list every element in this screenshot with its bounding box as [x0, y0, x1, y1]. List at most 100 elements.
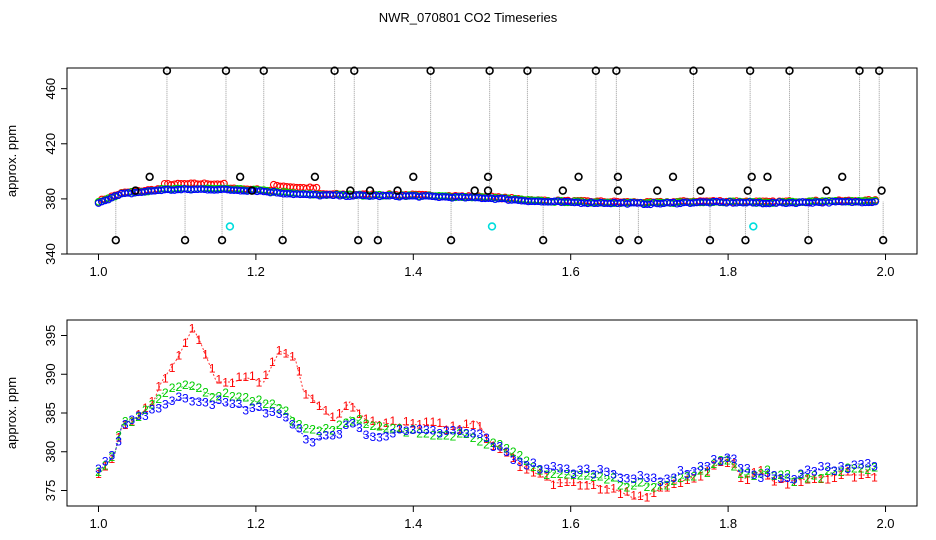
series-2-point: 2	[697, 464, 704, 478]
series-2-point: 2	[396, 422, 403, 436]
series-2-point: 2	[175, 380, 182, 394]
series-1-point: 1	[269, 355, 276, 369]
high-outlier-point	[591, 66, 601, 75]
series-3-point: 3	[858, 458, 865, 472]
high-outlier-point	[612, 66, 621, 75]
series-2-point: 2	[838, 465, 845, 479]
series-2-point: 2	[557, 467, 564, 481]
series-1-point: 1	[222, 376, 229, 390]
mid-outlier-point	[877, 186, 886, 195]
series-2-point: 2	[818, 471, 825, 485]
series-1-point: 1	[697, 470, 704, 484]
series-2-point: 2	[711, 457, 718, 471]
series-3-point: 3	[202, 396, 209, 410]
high-outlier-point	[523, 66, 532, 75]
series-2-point: 2	[369, 419, 376, 433]
series-1-point: 1	[169, 361, 176, 375]
series-1-point: 1	[563, 475, 570, 489]
series-2-point: 2	[851, 461, 858, 475]
series-2-point: 2	[276, 402, 283, 416]
series-2-point: 2	[282, 404, 289, 418]
series-3-point: 3	[510, 453, 517, 467]
series-2-point: 2	[731, 459, 738, 473]
bottom-y-axis-label: approx. ppm	[4, 377, 19, 449]
series-2-point: 2	[249, 395, 256, 409]
series-3-point: 3	[650, 471, 657, 485]
series-1-point: 1	[289, 349, 296, 363]
series-2-point: 2	[757, 467, 764, 481]
series-3-point: 3	[182, 392, 189, 406]
mid-outlier-point	[558, 186, 568, 195]
series-3-point: 3	[737, 462, 744, 476]
series-2-point: 2	[497, 438, 504, 452]
high-outlier-point	[745, 66, 755, 75]
series-2-point: 2	[336, 418, 343, 432]
series-3-point: 3	[777, 472, 784, 486]
series-1-point: 1	[724, 456, 731, 470]
series-3-point: 3	[256, 400, 263, 414]
series-1-point: 1	[771, 474, 778, 488]
series-3-point: 3	[189, 394, 196, 408]
series-3-point: 3	[336, 427, 343, 441]
high-outlier-point	[330, 66, 339, 75]
series-3-point: 3	[871, 460, 878, 474]
series-1-point: 1	[282, 347, 289, 361]
series-1-point: 1	[684, 473, 691, 487]
mid-outlier-point	[653, 186, 662, 195]
series-2-point: 2	[383, 422, 390, 436]
bottom-y-tick-label: 380	[43, 441, 58, 463]
series-3-point: 3	[657, 475, 664, 489]
series-2-point: 2	[102, 459, 109, 473]
series-2-point: 2	[610, 471, 617, 485]
top-series-1-point	[269, 180, 278, 189]
series-1-point: 1	[309, 392, 316, 406]
series-1-point: 1	[483, 432, 490, 446]
mid-outlier-point	[483, 186, 493, 195]
series-1-point: 1	[376, 419, 383, 433]
series-2-point: 2	[590, 470, 597, 484]
series-2-point: 2	[476, 434, 483, 448]
series-1-point: 1	[470, 418, 477, 432]
low-outlier-point	[634, 236, 643, 245]
series-2-point: 2	[450, 430, 457, 444]
series-1-point: 1	[403, 415, 410, 429]
series-3-point: 3	[229, 397, 236, 411]
series-1-point: 1	[436, 416, 443, 430]
series-3-point: 3	[697, 459, 704, 473]
top-series-3-point	[871, 197, 880, 206]
series-3-point: 3	[122, 418, 129, 432]
series-3-point: 3	[343, 418, 350, 432]
series-3-point: 3	[209, 398, 216, 412]
series-2-point: 2	[416, 426, 423, 440]
series-2-point: 2	[704, 466, 711, 480]
series-2-point: 2	[115, 429, 122, 443]
series-2-point: 2	[483, 438, 490, 452]
series-2-point: 2	[389, 422, 396, 436]
series-1-point: 1	[396, 421, 403, 435]
series-1-point: 1	[844, 465, 851, 479]
low-outlier-point	[878, 236, 888, 245]
top-panel-axes: 1.0 1.2 1.4 1.6 1.8 2.0 340 380 420 460	[43, 78, 895, 279]
series-2-point: 2	[182, 378, 189, 392]
series-1-point: 1	[798, 475, 805, 489]
series-1-point: 1	[744, 473, 751, 487]
series-3-point: 3	[476, 427, 483, 441]
series-2-point: 2	[791, 475, 798, 489]
series-3-point: 3	[436, 427, 443, 441]
series-2-point: 2	[129, 415, 136, 429]
series-1-point: 1	[256, 376, 263, 390]
bottom-y-tick-label: 375	[43, 480, 58, 502]
top-series-3-point	[498, 194, 506, 203]
series-3-point: 3	[530, 456, 537, 470]
series-1-point: 1	[731, 457, 738, 471]
chart-title: NWR_070801 CO2 Timeseries	[379, 10, 558, 25]
series-1-point: 1	[497, 442, 504, 456]
series-1-point: 1	[443, 423, 450, 437]
series-1-point: 1	[644, 490, 651, 504]
series-2-point: 2	[530, 460, 537, 474]
series-2-point: 2	[804, 472, 811, 486]
series-1-point: 1	[149, 395, 156, 409]
series-2-point: 2	[537, 463, 544, 477]
series-2-point: 2	[256, 393, 263, 407]
mid-outlier-point	[838, 172, 847, 182]
